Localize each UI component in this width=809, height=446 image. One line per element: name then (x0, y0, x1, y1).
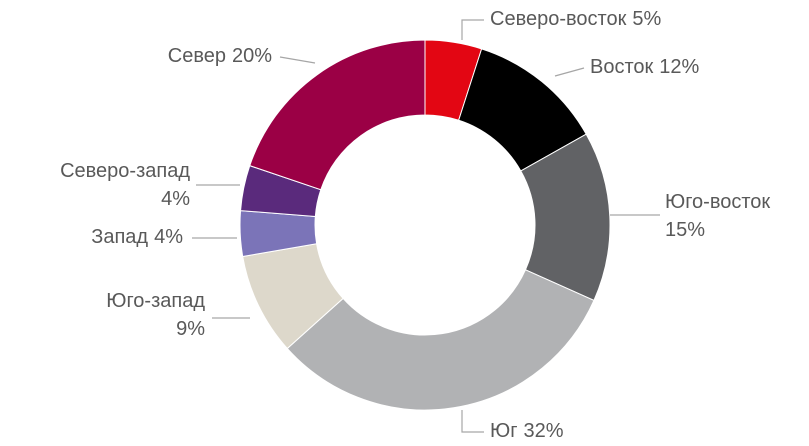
donut-slice (249, 39, 426, 191)
category-label: Юго-запад (106, 290, 205, 312)
value-label: 32% (524, 420, 564, 442)
data-label: Юго-запад 9% (106, 290, 205, 340)
data-label: Юго-восток 15% (665, 191, 770, 241)
data-label: Северо-восток 5% (490, 8, 661, 30)
value-label: 4% (161, 188, 190, 210)
value-label: 4% (154, 226, 183, 248)
category-label: Восток (590, 56, 654, 78)
value-label: 9% (176, 318, 205, 340)
category-label: Юго-восток (665, 191, 770, 213)
value-label: 12% (659, 56, 699, 78)
leader-line (279, 56, 316, 64)
leader-line (461, 410, 484, 433)
data-label: Восток 12% (590, 56, 700, 78)
data-label: Юг 32% (490, 420, 564, 442)
category-label: Северо-восток (490, 8, 627, 30)
data-label: Северо-запад 4% (60, 160, 190, 210)
value-label: 15% (665, 219, 705, 241)
category-label: Юг (490, 420, 518, 442)
value-label: 5% (632, 8, 661, 30)
leader-line (554, 67, 585, 77)
category-label: Запад (91, 226, 148, 248)
data-label: Запад 4% (91, 226, 183, 248)
leader-line (461, 19, 484, 40)
category-label: Северо-запад (60, 160, 190, 182)
value-label: 20% (232, 45, 272, 67)
category-label: Север (168, 45, 226, 67)
donut-slice (286, 269, 595, 411)
data-label: Север 20% (168, 45, 272, 67)
